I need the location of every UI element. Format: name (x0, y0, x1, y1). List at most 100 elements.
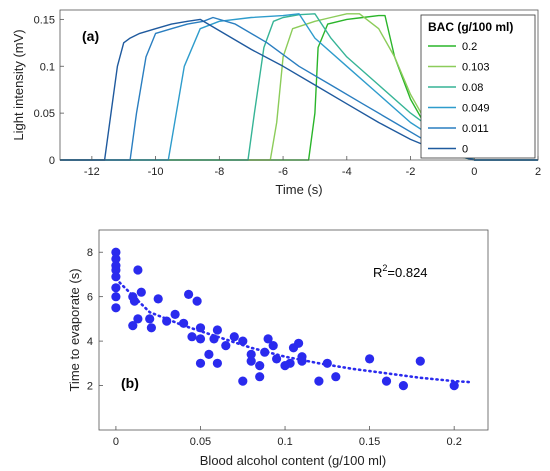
legend-a: BAC (g/100 ml) 0.2 0.103 0.08 0.049 0.011 0 (420, 14, 536, 159)
data-point (145, 314, 155, 324)
x-tick-label-b: 0.1 (277, 436, 292, 448)
data-point (153, 294, 163, 304)
data-point (331, 372, 341, 382)
data-point (136, 287, 146, 297)
data-point (365, 354, 375, 364)
data-point (111, 292, 121, 302)
axes-box-a (59, 9, 539, 161)
data-point (111, 303, 121, 313)
panel-label-a: (a) (82, 28, 99, 44)
legend-entry-a: 0.049 (462, 103, 490, 115)
data-point (187, 332, 197, 342)
data-point (111, 272, 121, 282)
data-point (449, 381, 459, 391)
x-axis-label-a: Time (s) (275, 182, 322, 197)
light-intensity-chart: -12 -10 -8 -6 -4 -2 0 2 0 0.05 0.1 0.15 (a) Time (… (11, 9, 541, 197)
fit-curve-line (114, 277, 473, 384)
data-point (179, 318, 189, 328)
data-point (128, 321, 138, 331)
data-point (209, 334, 219, 344)
y-axis-label-a: Light intensity (mV) (11, 29, 26, 140)
x-tick-label-b: 0.15 (359, 436, 380, 448)
data-point (381, 376, 392, 386)
x-ticks-a: -12 -10 -8 -6 -4 -2 0 2 (84, 156, 541, 178)
data-point (238, 376, 248, 386)
x-tick-label-a: 0 (471, 166, 477, 178)
panel-label-b: (b) (121, 375, 139, 391)
data-point (129, 296, 140, 306)
r-squared-value: =0.824 (387, 265, 427, 280)
data-point (314, 376, 324, 386)
data-point (255, 361, 265, 371)
data-point (195, 334, 206, 344)
y-tick-label-b: 8 (87, 247, 93, 259)
y-tick-label-a: 0.1 (40, 61, 55, 73)
y-ticks-a: 0 0.05 0.1 0.15 (34, 14, 64, 167)
r-squared-annotation: R2=0.824 (373, 263, 428, 280)
x-tick-label-a: -2 (406, 166, 416, 178)
data-point (246, 356, 256, 366)
series-lines-a (60, 13, 538, 161)
y-tick-label-a: 0.15 (34, 14, 55, 26)
data-point (268, 341, 278, 351)
x-tick-label-b: 0.2 (447, 436, 462, 448)
x-tick-label-a: -10 (148, 166, 164, 178)
data-point (255, 372, 265, 382)
axes-box-b (98, 229, 489, 431)
y-tick-label-a: 0.05 (34, 108, 55, 120)
x-tick-label-a: -6 (278, 166, 288, 178)
data-point (285, 358, 295, 368)
r-squared-sup: 2 (382, 263, 387, 273)
y-tick-label-b: 2 (87, 381, 93, 393)
data-point (229, 332, 239, 342)
data-point (111, 283, 121, 293)
data-point (294, 338, 304, 348)
data-point (133, 265, 143, 275)
data-point (192, 296, 202, 306)
data-point (204, 349, 214, 359)
data-point (111, 265, 121, 275)
legend-entry-a: 0.103 (462, 62, 490, 74)
data-point (221, 341, 231, 351)
legend-entry-a: 0.011 (462, 123, 489, 135)
y-axis-label-b: Time to evaporate (s) (67, 268, 82, 391)
data-point (111, 247, 121, 257)
series-line-bac-0 (60, 18, 538, 161)
data-point (246, 349, 256, 359)
data-point (297, 352, 307, 362)
data-point (133, 314, 143, 324)
x-axis-label-b: Blood alcohol content (g/100 ml) (200, 453, 386, 468)
x-tick-label-b: 0 (113, 436, 119, 448)
data-point (212, 325, 222, 335)
x-tick-label-a: -4 (342, 166, 352, 178)
data-point (398, 381, 408, 391)
data-point (162, 316, 172, 326)
data-point (272, 354, 282, 364)
data-point (195, 358, 206, 368)
x-tick-label-a: -12 (84, 166, 100, 178)
data-point (170, 309, 180, 319)
data-point (111, 254, 121, 264)
data-point (238, 336, 248, 346)
legend-entry-a: 0.08 (462, 82, 483, 94)
y-tick-label-a: 0 (49, 155, 55, 167)
r-squared-base: R (373, 265, 382, 280)
legend-entry-a: 0.2 (462, 41, 477, 53)
data-point (212, 358, 222, 368)
x-tick-label-b: 0.05 (190, 436, 211, 448)
data-point (263, 334, 273, 344)
y-tick-label-b: 4 (87, 336, 93, 348)
data-points-b (111, 247, 459, 391)
legend-entry-a: 0 (462, 144, 468, 156)
legend-title-a: BAC (g/100 ml) (428, 20, 513, 34)
data-point (322, 358, 332, 368)
x-tick-label-a: 2 (535, 166, 541, 178)
data-point (195, 323, 206, 333)
x-tick-label-a: -8 (214, 166, 224, 178)
data-point (184, 289, 194, 299)
y-tick-label-b: 6 (87, 292, 93, 304)
data-point (146, 323, 156, 333)
legend-items-a: 0.2 0.103 0.08 0.049 0.011 0 (428, 41, 490, 156)
